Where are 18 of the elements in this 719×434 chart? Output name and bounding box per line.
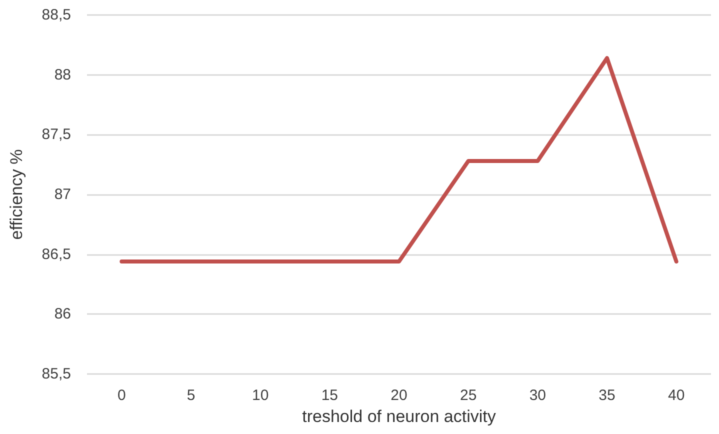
x-tick-label: 30 <box>529 387 546 404</box>
y-tick-label: 86 <box>54 306 71 323</box>
x-tick-label: 15 <box>321 387 338 404</box>
y-tick-label: 85,5 <box>42 366 71 382</box>
x-tick-label: 40 <box>668 387 685 404</box>
y-axis-title: efficiency % <box>7 149 26 240</box>
y-tick-label: 88,5 <box>42 6 71 24</box>
y-tick-label: 88 <box>54 66 71 84</box>
y-tick-label: 86,5 <box>42 246 71 263</box>
x-tick-label: 25 <box>460 387 477 404</box>
y-tick-label: 87,5 <box>42 126 71 144</box>
x-tick-label: 20 <box>390 387 408 404</box>
x-tick-label: 5 <box>186 387 196 404</box>
x-tick-label: 35 <box>598 387 616 404</box>
y-tick-label: 87 <box>54 186 71 203</box>
x-tick-label: 0 <box>117 387 126 404</box>
x-axis-title: treshold of neuron activity <box>302 407 496 426</box>
x-tick-label: 10 <box>252 387 269 404</box>
